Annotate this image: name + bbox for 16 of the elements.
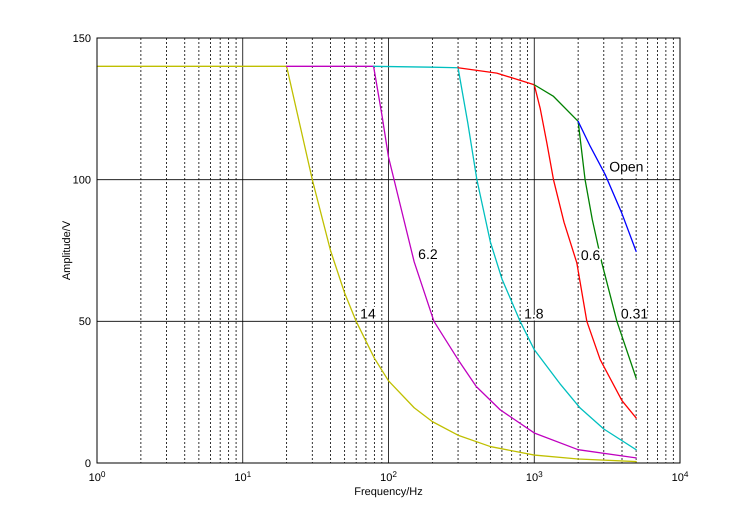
y-tick-label: 150 xyxy=(72,32,91,45)
x-tick-label: 10$^{2}$ xyxy=(380,470,398,484)
annotation: 0.31 xyxy=(620,305,648,322)
annotation: 0.6 xyxy=(580,246,601,263)
annotation: 6.2 xyxy=(418,246,438,262)
x-tick-label: 10$^{1}$ xyxy=(234,470,252,484)
annotation: Open xyxy=(609,158,644,175)
x-tick-label: 10$^{0}$ xyxy=(88,470,106,484)
x-tick-label: 10$^{4}$ xyxy=(672,470,689,484)
annotation: 14 xyxy=(360,305,376,322)
y-axis-title: Amplitude/V xyxy=(61,220,73,280)
x-axis-title: Frequency/Hz xyxy=(354,486,423,498)
x-tick-label: 10$^{3}$ xyxy=(526,470,544,484)
y-tick-label: 50 xyxy=(78,316,91,328)
y-tick-label: 100 xyxy=(72,174,91,187)
y-tick-label: 0 xyxy=(84,458,91,470)
